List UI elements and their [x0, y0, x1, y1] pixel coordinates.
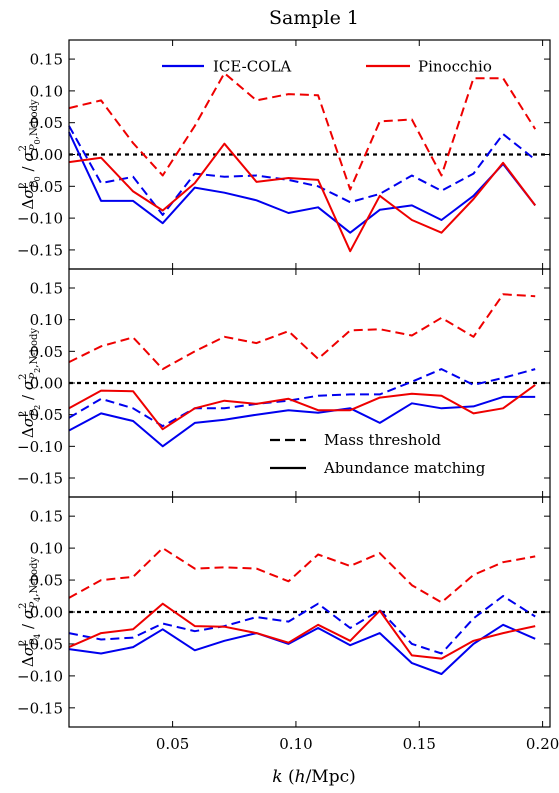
legend-label: Abundance matching — [323, 459, 486, 477]
x-tick-label: 0.20 — [526, 735, 559, 753]
y-axis-label: Δσ2P0 / σ2P0,N-body — [18, 99, 42, 209]
y-tick-label: 0.00 — [30, 604, 63, 622]
series-line-2 — [68, 547, 536, 604]
y-axis-label: Δσ2P4 / σ2P4,N-body — [18, 557, 42, 667]
series-line-3 — [68, 142, 536, 253]
series-line-0 — [68, 368, 536, 428]
series-line-0 — [68, 125, 536, 216]
y-tick-label: 0.10 — [30, 82, 63, 100]
y-tick-label: −0.10 — [17, 210, 63, 228]
y-tick-label: 0.00 — [30, 375, 63, 393]
y-tick-label: −0.15 — [17, 470, 63, 488]
series-line-0 — [68, 595, 536, 655]
y-tick-label: −0.10 — [17, 438, 63, 456]
series-line-3 — [68, 384, 536, 431]
panel-2: −0.15 −0.10 −0.05 0.00 0.05 0.10 0.15 0.05 0.10 0… — [17, 496, 559, 753]
y-tick-label: 0.00 — [30, 146, 63, 164]
legend-label: Pinocchio — [418, 58, 492, 76]
y-tick-label: 0.05 — [30, 572, 63, 590]
y-tick-label: 0.05 — [30, 114, 63, 132]
y-tick-label: −0.05 — [17, 178, 63, 196]
legend-entry-abundance-matching: Abundance matching — [270, 459, 486, 477]
legend-entry-pinocchio: Pinocchio — [366, 58, 492, 76]
x-tick-label: 0.10 — [279, 735, 312, 753]
legend-label: ICE-COLA — [213, 58, 291, 76]
panels: −0.15 −0.10 −0.05 0.00 0.05 0.10 0.15 Δσ2P0 / σ… — [17, 39, 559, 753]
y-tick-label: 0.05 — [30, 343, 63, 361]
x-axis-label: k (h/Mpc) — [272, 767, 355, 787]
y-tick-label: −0.05 — [17, 635, 63, 653]
legend-label: Mass threshold — [324, 431, 441, 449]
y-tick-label: −0.10 — [17, 667, 63, 685]
series-line-1 — [68, 623, 536, 675]
x-tick-label: 0.15 — [403, 735, 436, 753]
series-line-2 — [68, 293, 536, 371]
series-line-1 — [68, 131, 536, 234]
y-axis-label: Δσ2P2 / σ2P2,N-body — [18, 328, 42, 438]
panel-0: −0.15 −0.10 −0.05 0.00 0.05 0.10 0.15 Δσ2P0 / σ… — [17, 39, 551, 270]
legend-methods: Mass threshold Abundance matching — [270, 431, 486, 477]
panel-frame — [68, 496, 551, 728]
legend-entry-ice-cola: ICE-COLA — [162, 58, 291, 76]
y-tick-label: 0.10 — [30, 540, 63, 558]
chart-title: Sample 1 — [269, 7, 359, 29]
y-tick-label: −0.15 — [17, 241, 63, 259]
legend-entry-mass-threshold: Mass threshold — [270, 431, 441, 449]
legend-codes: ICE-COLA Pinocchio — [162, 58, 492, 76]
series-line-2 — [68, 72, 537, 191]
y-tick-label: 0.15 — [30, 51, 63, 69]
series-line-3 — [68, 602, 536, 660]
y-tick-label: 0.15 — [30, 508, 63, 526]
y-tick-label: 0.10 — [30, 311, 63, 329]
x-tick-label: 0.05 — [156, 735, 189, 753]
y-tick-label: −0.05 — [17, 406, 63, 424]
y-tick-label: 0.15 — [30, 280, 63, 298]
series-line-1 — [68, 395, 536, 448]
y-tick-label: −0.15 — [17, 699, 63, 717]
